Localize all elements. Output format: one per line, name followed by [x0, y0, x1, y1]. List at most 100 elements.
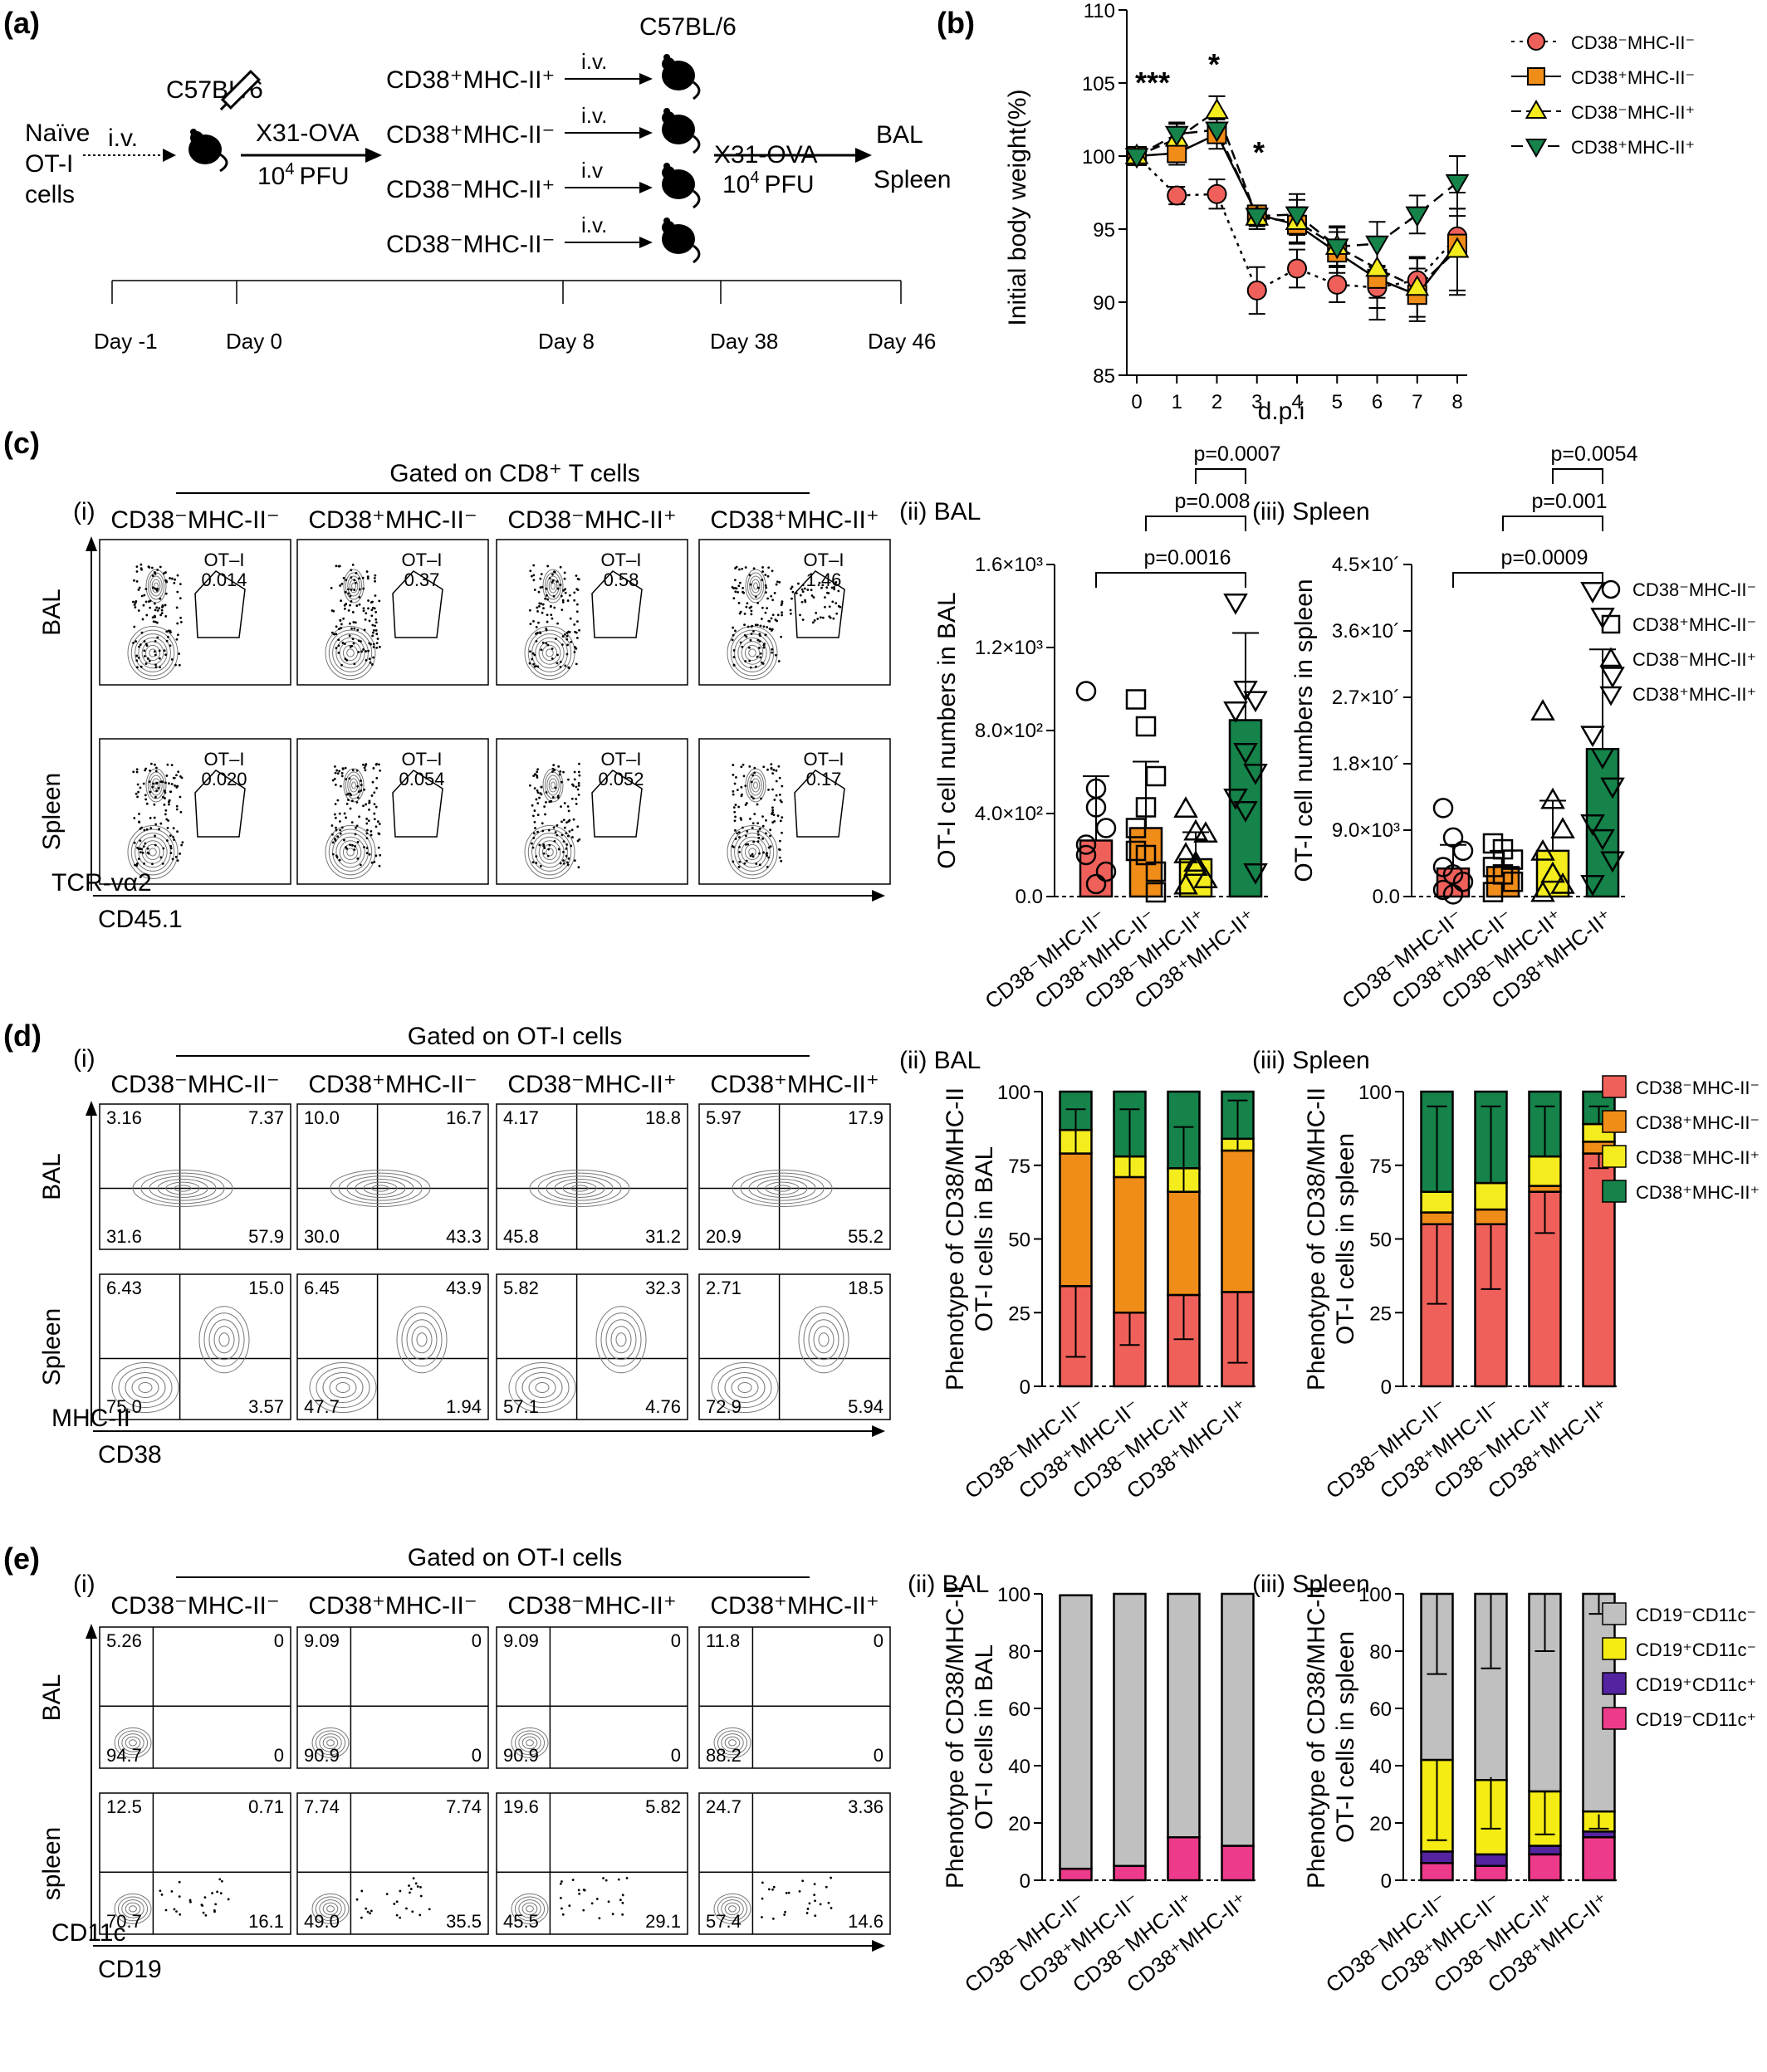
flow-event-dot — [562, 862, 565, 865]
flow-event-dot — [771, 613, 775, 617]
flow-quad-ll: 90.9 — [503, 1745, 539, 1766]
stack-segment — [1059, 1152, 1093, 1288]
flow-event-dot — [349, 843, 351, 847]
stack-y-tick-label: 40 — [1008, 1756, 1030, 1778]
flow-event-dot — [138, 820, 140, 823]
flow-quad-ll: 90.9 — [304, 1745, 340, 1766]
bar-data-point — [1550, 872, 1575, 894]
flow-contour-population — [521, 1372, 563, 1403]
stack-y-label-1: Phenotype of CD38/MHC-II — [942, 1586, 969, 1889]
flow-event-dot — [559, 584, 562, 586]
flow-event-dot — [756, 638, 760, 642]
flow-event-dot — [360, 640, 362, 643]
flow-event-dot — [837, 589, 840, 593]
flow-event-dot — [358, 577, 360, 580]
flow-column-header: CD38⁺MHC-II⁻ — [308, 1592, 477, 1620]
flow-event-dot — [570, 844, 573, 848]
flow-event-dot — [176, 830, 179, 833]
bar-data-point — [1243, 763, 1268, 785]
flow-event-dot — [159, 780, 163, 784]
flow-event-dot — [356, 840, 360, 843]
bar-legend-label: CD38⁺MHC-II⁻ — [1632, 614, 1756, 635]
flow-event-dot — [355, 826, 357, 829]
flow-event-dot — [550, 613, 553, 617]
flow-event-dot — [372, 646, 375, 648]
flow-event-dot — [134, 863, 136, 867]
flow-y-arrowhead — [86, 1624, 97, 1639]
flow-event-dot — [551, 767, 555, 770]
flow-event-dot — [533, 809, 536, 812]
flow-event-dot — [160, 608, 164, 612]
flow-event-dot — [419, 1894, 423, 1898]
flow-event-dot — [375, 762, 378, 765]
flow-plot-frame — [496, 738, 688, 885]
flow-contour-population — [330, 1170, 431, 1207]
flow-event-dot — [168, 799, 171, 802]
weight-x-tick-label: 6 — [1372, 391, 1383, 413]
flow-event-dot — [355, 801, 359, 804]
flow-event-dot — [575, 802, 578, 805]
flow-contour-population — [546, 848, 554, 857]
flow-event-dot — [837, 604, 840, 608]
flow-event-dot — [331, 779, 335, 782]
flow-event-dot — [775, 653, 777, 657]
flow-event-dot — [153, 602, 156, 605]
mouse-ear — [663, 163, 670, 169]
flow-plot: 5.82 32.357.1 4.76 — [496, 1273, 688, 1420]
flow-event-dot — [536, 814, 540, 817]
flow-event-dot — [337, 628, 340, 631]
bar-data-point — [1580, 726, 1605, 748]
flow-event-dot — [755, 863, 758, 865]
flow-event-dot — [545, 627, 548, 630]
stack-y-tick-label: 20 — [1369, 1813, 1392, 1835]
flow-event-dot — [374, 825, 378, 828]
flow-event-dot — [368, 642, 371, 645]
flow-contour-population — [149, 775, 163, 796]
flow-contour-population — [740, 1172, 825, 1205]
flow-event-dot — [135, 640, 138, 643]
bar-data-point — [1530, 880, 1555, 902]
panel-d-legend: CD38⁻MHC-II⁻CD38⁺MHC-II⁻CD38⁻MHC-II⁺CD38… — [1602, 1075, 1760, 1203]
flow-event-dot — [555, 638, 557, 641]
flow-event-dot — [789, 608, 792, 612]
flow-event-dot — [149, 606, 152, 609]
flow-event-dot — [540, 602, 543, 605]
flow-event-dot — [165, 775, 169, 777]
flow-event-dot — [742, 763, 745, 766]
flow-event-dot — [353, 579, 356, 582]
flow-event-dot — [806, 1908, 810, 1910]
flow-plot-frame — [296, 1273, 489, 1420]
flow-event-dot — [563, 577, 566, 580]
flow-event-dot — [356, 796, 360, 799]
flow-event-dot — [732, 793, 735, 796]
flow-event-dot — [740, 794, 743, 798]
flow-event-dot — [561, 1913, 565, 1916]
flow-event-dot — [744, 834, 747, 838]
flow-event-dot — [139, 828, 142, 830]
flow-event-dot — [828, 605, 831, 608]
flow-event-dot — [562, 589, 565, 592]
flow-event-dot — [771, 1888, 774, 1891]
flow-event-dot — [149, 790, 152, 794]
flow-contour-population — [737, 1382, 752, 1393]
flow-event-dot — [135, 864, 139, 867]
flow-event-dot — [136, 783, 140, 786]
flow-event-dot — [133, 841, 136, 844]
weight-legend-marker — [1525, 139, 1548, 159]
weight-legend-marker — [1527, 32, 1545, 51]
flow-event-dot — [367, 819, 370, 823]
flow-event-dot — [174, 855, 178, 858]
flow-event-dot — [536, 768, 540, 771]
flow-event-dot — [769, 845, 772, 848]
flow-quad-ur: 3.36 — [848, 1796, 884, 1817]
flow-event-dot — [749, 638, 752, 642]
flow-event-dot — [335, 625, 338, 628]
flow-event-dot — [152, 782, 155, 785]
flow-event-dot — [770, 767, 773, 770]
flow-contour-population — [730, 828, 775, 876]
flow-event-dot — [798, 1890, 801, 1893]
flow-event-dot — [781, 816, 784, 819]
flow-event-dot — [399, 1889, 402, 1893]
flow-event-dot — [165, 580, 169, 584]
